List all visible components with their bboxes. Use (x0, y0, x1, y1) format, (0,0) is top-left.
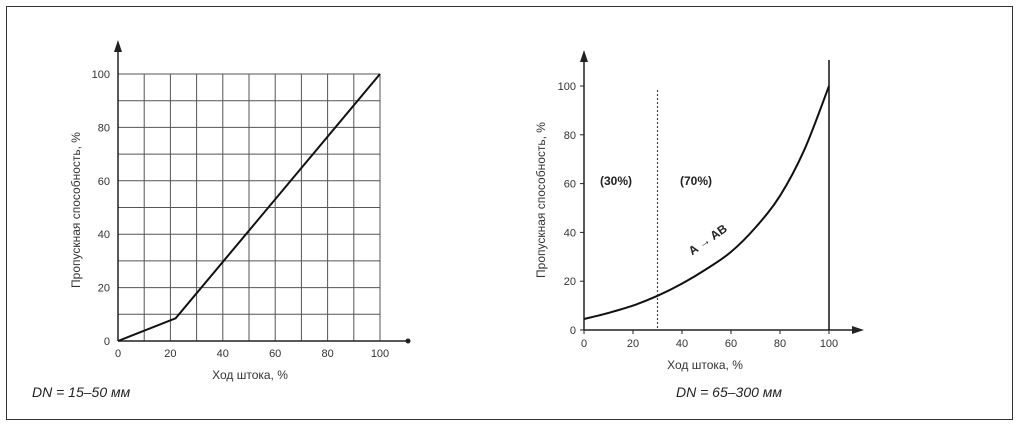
annotation-a-to-ab: A → AB (686, 221, 730, 258)
series-curve (583, 85, 830, 320)
y-tick-label: 80 (564, 130, 576, 142)
y-tick-label: 60 (564, 179, 576, 191)
x-tick-label: 60 (725, 338, 737, 350)
x-tick-label: 60 (269, 348, 281, 360)
annotation-70-percent: (70%) (680, 174, 712, 188)
x-tick-label: 0 (115, 348, 121, 360)
x-axis-arrow (852, 326, 864, 334)
x-tick-label: 20 (627, 338, 639, 350)
y-tick-label: 40 (564, 227, 576, 239)
left-chart: 0 20 40 60 80 100 0 20 40 60 80 100 (92, 40, 411, 360)
y-tick-label: 20 (564, 276, 576, 288)
y-tick-label: 60 (98, 176, 110, 188)
left-caption: DN = 15–50 мм (32, 384, 131, 400)
x-axis-end-dot (405, 338, 411, 344)
y-tick-label: 80 (98, 122, 110, 134)
y-tick-label: 20 (98, 283, 110, 295)
x-tick-label: 100 (371, 348, 389, 360)
x-tick-label: 40 (217, 348, 229, 360)
right-y-axis-label: Пропускная способность, % (534, 122, 548, 278)
left-y-axis-label: Пропускная способность, % (69, 132, 83, 288)
y-axis-arrow (580, 50, 588, 62)
left-x-axis-label: Ход штока, % (212, 368, 288, 382)
right-caption: DN = 65–300 мм (676, 384, 782, 400)
figure-frame (6, 6, 1013, 420)
y-tick-label: 100 (558, 81, 576, 93)
y-axis-arrow (114, 40, 122, 52)
annotation-30-percent: (30%) (600, 174, 632, 188)
x-tick-label: 100 (820, 338, 838, 350)
x-tick-label: 40 (676, 338, 688, 350)
series-line (117, 73, 381, 342)
x-tick-label: 20 (164, 348, 176, 360)
y-tick-label: 0 (570, 325, 576, 337)
right-chart: 0 20 40 60 80 100 0 20 40 60 80 100 (558, 50, 864, 350)
x-tick-label: 80 (321, 348, 333, 360)
y-tick-label: 40 (98, 229, 110, 241)
right-x-axis-label: Ход штока, % (667, 358, 743, 372)
y-tick-label: 100 (92, 69, 110, 81)
y-tick-label: 0 (104, 336, 110, 348)
x-tick-label: 80 (774, 338, 786, 350)
x-tick-label: 0 (581, 338, 587, 350)
